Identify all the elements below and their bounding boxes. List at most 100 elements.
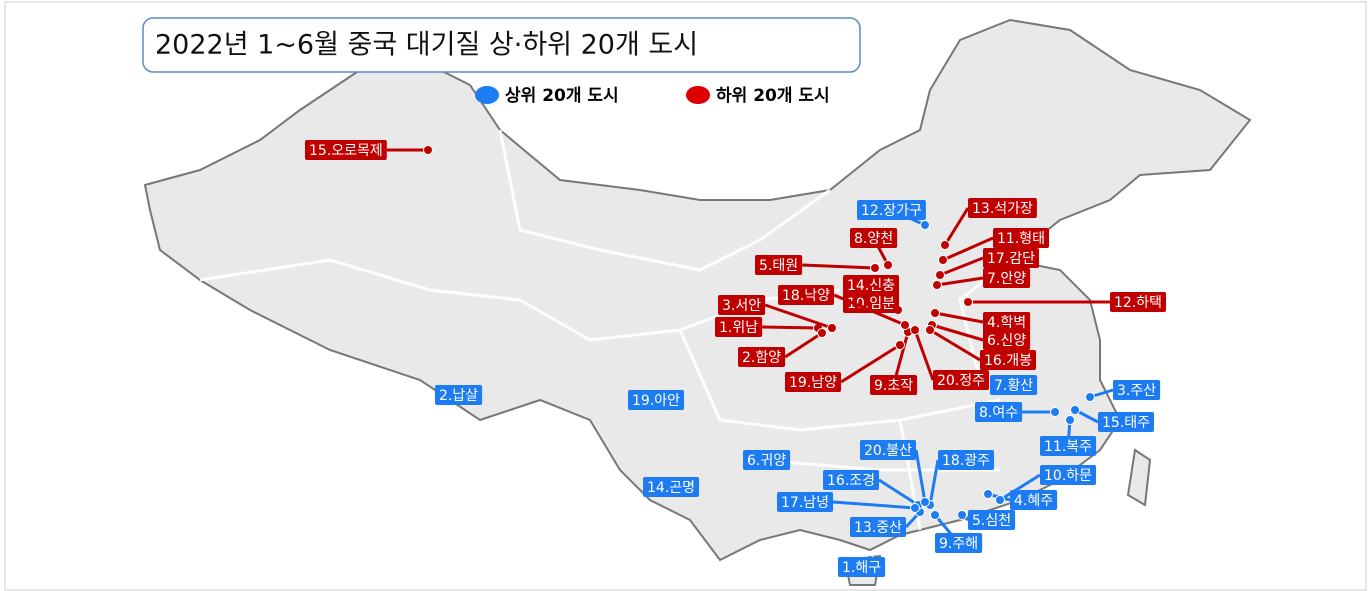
city-label: 5.심천	[972, 513, 1011, 529]
city-label: 17.남녕	[781, 495, 829, 511]
city-label-box	[850, 228, 898, 248]
leader-line	[784, 331, 823, 359]
city-label: 3.주산	[1117, 383, 1156, 399]
city-label: 7.황산	[994, 378, 1033, 394]
city-label: 3.서안	[722, 298, 761, 314]
city-dot	[938, 255, 948, 265]
city-dot	[817, 328, 827, 338]
city-dot	[963, 297, 973, 307]
city-label-box	[1098, 412, 1155, 432]
leader-line	[878, 478, 919, 507]
china-outline	[143, 18, 1252, 562]
city-label-box	[843, 275, 900, 295]
city-dot	[957, 510, 967, 520]
city-dot	[1085, 392, 1095, 402]
leader-line	[928, 459, 940, 506]
city-label-box	[850, 517, 907, 537]
city-label-box	[990, 375, 1038, 395]
city-label: 11.복주	[1044, 439, 1092, 455]
legend-label: 상위 20개 도시	[505, 86, 619, 106]
leader-line	[913, 329, 935, 381]
city-dot	[925, 325, 935, 335]
city-label-box	[933, 370, 990, 390]
city-dot	[920, 220, 930, 230]
leader-line	[914, 449, 927, 503]
leader-line	[939, 256, 984, 277]
city-label-box	[643, 477, 700, 497]
city-label-box	[938, 450, 995, 470]
city-label-box	[983, 312, 1031, 332]
city-label-box	[823, 470, 880, 490]
city-label: 15.태주	[1102, 415, 1150, 431]
city-label-box	[993, 228, 1050, 248]
city-label: 2.납살	[439, 388, 478, 404]
city-label-box	[785, 372, 842, 392]
city-label-box	[843, 293, 900, 313]
city-label: 4.혜주	[1014, 493, 1053, 509]
city-label: 18.광주	[942, 453, 990, 469]
city-label-box	[983, 248, 1040, 268]
city-label-box	[305, 140, 387, 160]
city-dot	[910, 503, 920, 513]
city-dot	[932, 280, 942, 290]
city-dot	[983, 489, 993, 499]
leader-line	[832, 500, 916, 510]
leader-line	[931, 323, 984, 342]
city-label: 16.개봉	[984, 353, 1032, 369]
city-label-box	[1040, 436, 1097, 456]
city-dot	[930, 510, 940, 520]
city-label-box	[980, 350, 1037, 370]
city-label: 2.함양	[742, 350, 781, 366]
city-label-box	[983, 268, 1031, 288]
city-dot	[1065, 415, 1075, 425]
city-dot	[910, 325, 920, 335]
city-label-box	[983, 330, 1031, 350]
city-label-box	[718, 295, 766, 315]
title: 2022년 1~6월 중국 대기질 상·하위 20개 도시	[155, 30, 698, 61]
city-label-box	[1110, 292, 1167, 312]
city-label: 14.곤명	[647, 480, 695, 496]
city-label-box	[860, 440, 917, 460]
taiwan	[1126, 448, 1152, 507]
city-label: 5.태원	[759, 258, 798, 274]
city-dot	[1070, 405, 1080, 415]
city-label: 17.감단	[987, 251, 1035, 267]
city-label: 16.조경	[827, 473, 875, 489]
city-label: 6.신양	[987, 333, 1026, 349]
city-label-box	[857, 200, 926, 220]
city-label-box	[628, 390, 685, 410]
city-label: 12.장가구	[861, 203, 922, 219]
city-label: 19.아안	[632, 393, 680, 409]
city-label-box	[738, 347, 786, 367]
city-label-box	[755, 255, 803, 275]
city-label-box	[778, 285, 835, 305]
city-label: 8.여수	[979, 405, 1018, 421]
city-label-box	[1113, 380, 1161, 400]
leader-line	[942, 236, 994, 262]
legend-swatch	[475, 86, 499, 104]
city-dot	[995, 495, 1005, 505]
city-label: 4.학벽	[987, 315, 1026, 331]
city-dot	[935, 270, 945, 280]
city-label: 10.임분	[847, 296, 895, 312]
city-dot	[940, 240, 950, 250]
city-label: 13.석가장	[972, 201, 1033, 217]
leader-line	[762, 325, 819, 330]
leader-line	[802, 263, 876, 270]
city-label: 11.형태	[997, 231, 1045, 247]
city-label-box	[838, 557, 886, 577]
city-label-box	[968, 198, 1037, 218]
city-label-box	[715, 317, 763, 337]
city-label: 6.귀양	[747, 453, 786, 469]
city-dot	[895, 340, 905, 350]
leader-line	[764, 303, 833, 330]
city-label: 20.정주	[937, 373, 985, 389]
city-label: 9.주해	[939, 536, 978, 552]
city-label-box	[777, 492, 834, 512]
leader-line	[934, 311, 984, 324]
city-label: 14.신충	[847, 278, 895, 294]
city-label: 13.중산	[854, 520, 902, 536]
city-label-box	[435, 385, 483, 405]
city-label: 18.낙양	[782, 288, 830, 304]
